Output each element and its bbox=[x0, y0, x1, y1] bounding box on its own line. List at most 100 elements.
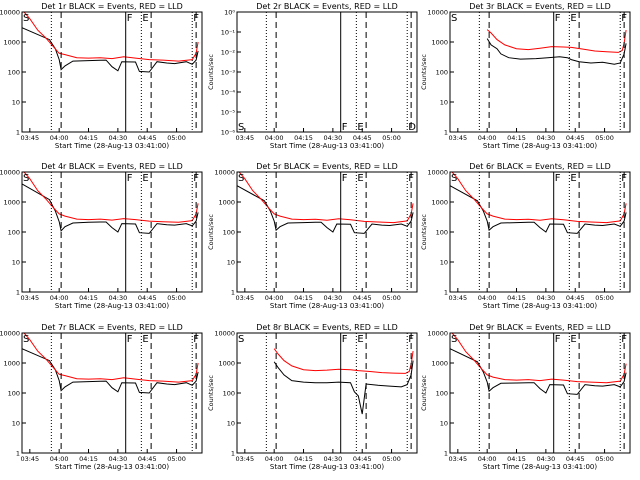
y-tick-label: 10 bbox=[227, 420, 235, 428]
events-series-line bbox=[22, 183, 199, 234]
x-tick-label: 03:45 bbox=[235, 455, 254, 463]
lld-series-line bbox=[486, 29, 627, 53]
y-tick-label: 10 bbox=[440, 420, 448, 428]
x-tick-label: 03:45 bbox=[448, 294, 467, 302]
x-tick-label: 03:45 bbox=[448, 134, 467, 142]
event-marker-F: F bbox=[555, 334, 561, 345]
event-marker-F: F bbox=[193, 13, 199, 24]
y-tick-label: 100 bbox=[223, 390, 235, 398]
y-tick-label: 10 bbox=[12, 259, 20, 267]
x-tick-label: 03:45 bbox=[235, 294, 254, 302]
x-tick-label: 05:00 bbox=[382, 455, 401, 463]
y-tick-label: 1000 bbox=[431, 360, 448, 368]
x-tick-label: 04:45 bbox=[353, 294, 372, 302]
x-axis-label: Start Time (28-Aug-13 03:41:00) bbox=[270, 302, 384, 310]
panel-title: Det 7r BLACK = Events, RED = LLD bbox=[41, 323, 183, 332]
plot-frame bbox=[21, 11, 203, 133]
y-tick-label: 1000 bbox=[218, 360, 235, 368]
event-marker-E: E bbox=[142, 173, 148, 184]
y-tick-label: 1000 bbox=[3, 39, 20, 47]
y-tick-label: 10000 bbox=[427, 330, 448, 338]
plot-frame bbox=[449, 171, 631, 293]
panel-title: Det 3r BLACK = Events, RED = LLD bbox=[469, 2, 611, 11]
x-tick-label: 05:00 bbox=[382, 134, 401, 142]
x-tick-label: 05:00 bbox=[595, 294, 614, 302]
x-axis-label: Start Time (28-Aug-13 03:41:00) bbox=[483, 463, 597, 471]
x-tick-label: 05:00 bbox=[167, 294, 186, 302]
events-series-line bbox=[22, 348, 199, 394]
panel-title: Det 1r BLACK = Events, RED = LLD bbox=[41, 2, 183, 11]
event-marker-F: F bbox=[621, 334, 627, 345]
x-tick-label: 05:00 bbox=[167, 455, 186, 463]
events-series-line bbox=[237, 185, 414, 234]
panel-title: Det 4r BLACK = Events, RED = LLD bbox=[41, 162, 183, 171]
events-series-line bbox=[486, 38, 627, 65]
y-tick-label: 100 bbox=[223, 229, 235, 237]
y-tick-label: 1 bbox=[16, 129, 20, 137]
y-tick-label: 1000 bbox=[431, 199, 448, 207]
panel-title: Det 2r BLACK = Events, RED = LLD bbox=[256, 2, 398, 11]
event-marker-F: F bbox=[408, 334, 414, 345]
x-tick-label: 04:00 bbox=[50, 134, 69, 142]
y-tick-label: 1000 bbox=[431, 39, 448, 47]
x-axis-label: Start Time (28-Aug-13 03:41:00) bbox=[483, 142, 597, 150]
y-axis-label: Counts/sec bbox=[207, 214, 215, 250]
lld-series-line bbox=[23, 172, 199, 223]
event-marker-E: E bbox=[142, 334, 148, 345]
x-tick-label: 03:45 bbox=[20, 455, 39, 463]
panel-title: Det 6r BLACK = Events, RED = LLD bbox=[469, 162, 611, 171]
y-tick-label: 1 bbox=[16, 289, 20, 297]
y-tick-label: 100 bbox=[436, 69, 448, 77]
x-tick-label: 03:45 bbox=[20, 134, 39, 142]
plot-frame bbox=[236, 332, 418, 454]
y-tick-label: 10000 bbox=[427, 9, 448, 17]
y-tick-label: 100 bbox=[436, 229, 448, 237]
y-tick-label: 1 bbox=[231, 450, 235, 458]
x-tick-label: 04:00 bbox=[265, 294, 284, 302]
x-tick-label: 05:00 bbox=[382, 294, 401, 302]
y-tick-label: 10 bbox=[440, 99, 448, 107]
event-marker-E: E bbox=[570, 13, 576, 24]
x-axis-label: Start Time (28-Aug-13 03:41:00) bbox=[483, 302, 597, 310]
y-tick-label: 1 bbox=[16, 450, 20, 458]
x-tick-label: 04:15 bbox=[507, 134, 526, 142]
event-marker-F: F bbox=[621, 13, 627, 24]
y-tick-label: 10⁻³ bbox=[221, 69, 236, 77]
x-tick-label: 03:45 bbox=[235, 134, 254, 142]
events-series-line bbox=[450, 185, 627, 234]
event-marker-E: E bbox=[142, 13, 148, 24]
series-group bbox=[273, 348, 414, 415]
events-series-line bbox=[22, 27, 199, 73]
x-tick-label: 04:30 bbox=[109, 455, 128, 463]
series-group bbox=[450, 333, 627, 395]
event-marker-F: F bbox=[127, 334, 133, 345]
x-axis-label: Start Time (28-Aug-13 03:41:00) bbox=[270, 142, 384, 150]
lld-series-line bbox=[273, 348, 414, 374]
y-tick-label: 10000 bbox=[0, 9, 20, 17]
x-tick-label: 04:15 bbox=[294, 455, 313, 463]
y-tick-label: 100 bbox=[8, 69, 20, 77]
y-tick-label: 1000 bbox=[218, 199, 235, 207]
plot-frame bbox=[21, 332, 203, 454]
event-marker-F: F bbox=[342, 122, 348, 133]
x-tick-label: 04:45 bbox=[353, 134, 372, 142]
y-tick-label: 10000 bbox=[214, 330, 235, 338]
series-group bbox=[22, 333, 199, 394]
y-tick-label: 100 bbox=[8, 229, 20, 237]
x-tick-label: 04:45 bbox=[566, 455, 585, 463]
y-axis-label: Counts/sec bbox=[420, 375, 428, 411]
y-tick-label: 10 bbox=[12, 420, 20, 428]
event-marker-F: F bbox=[342, 173, 348, 184]
x-tick-label: 04:30 bbox=[537, 294, 556, 302]
y-axis-label: Counts/sec bbox=[207, 54, 215, 90]
event-marker-E: E bbox=[357, 122, 363, 133]
x-tick-label: 05:00 bbox=[595, 134, 614, 142]
x-tick-label: 04:00 bbox=[265, 134, 284, 142]
event-marker-S: S bbox=[451, 173, 457, 184]
plot-frame bbox=[21, 171, 203, 293]
panel-det-2: Det 2r BLACK = Events, RED = LLD S F E D 10⁻⁶… bbox=[207, 2, 418, 150]
